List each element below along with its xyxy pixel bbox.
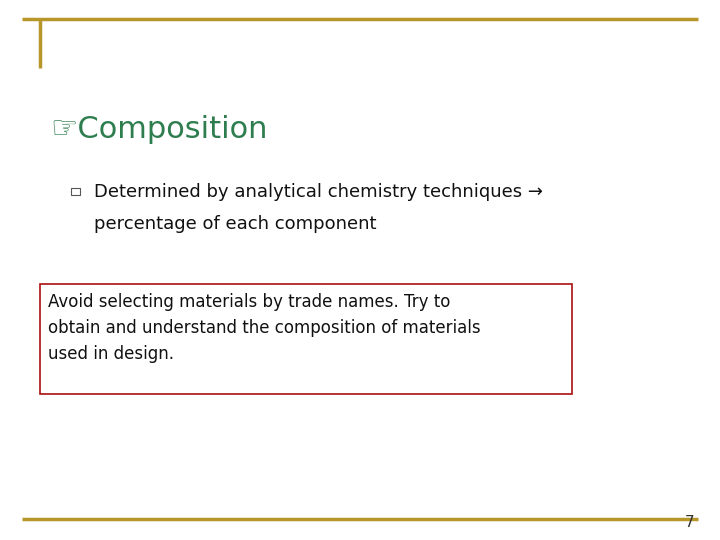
Bar xyxy=(71,188,80,195)
Text: 7: 7 xyxy=(685,515,695,530)
Text: percentage of each component: percentage of each component xyxy=(94,215,376,233)
Bar xyxy=(40,284,572,394)
Text: ☞Composition: ☞Composition xyxy=(50,115,268,144)
Text: Determined by analytical chemistry techniques →: Determined by analytical chemistry techn… xyxy=(94,183,543,201)
Text: Avoid selecting materials by trade names. Try to
obtain and understand the compo: Avoid selecting materials by trade names… xyxy=(48,293,481,363)
